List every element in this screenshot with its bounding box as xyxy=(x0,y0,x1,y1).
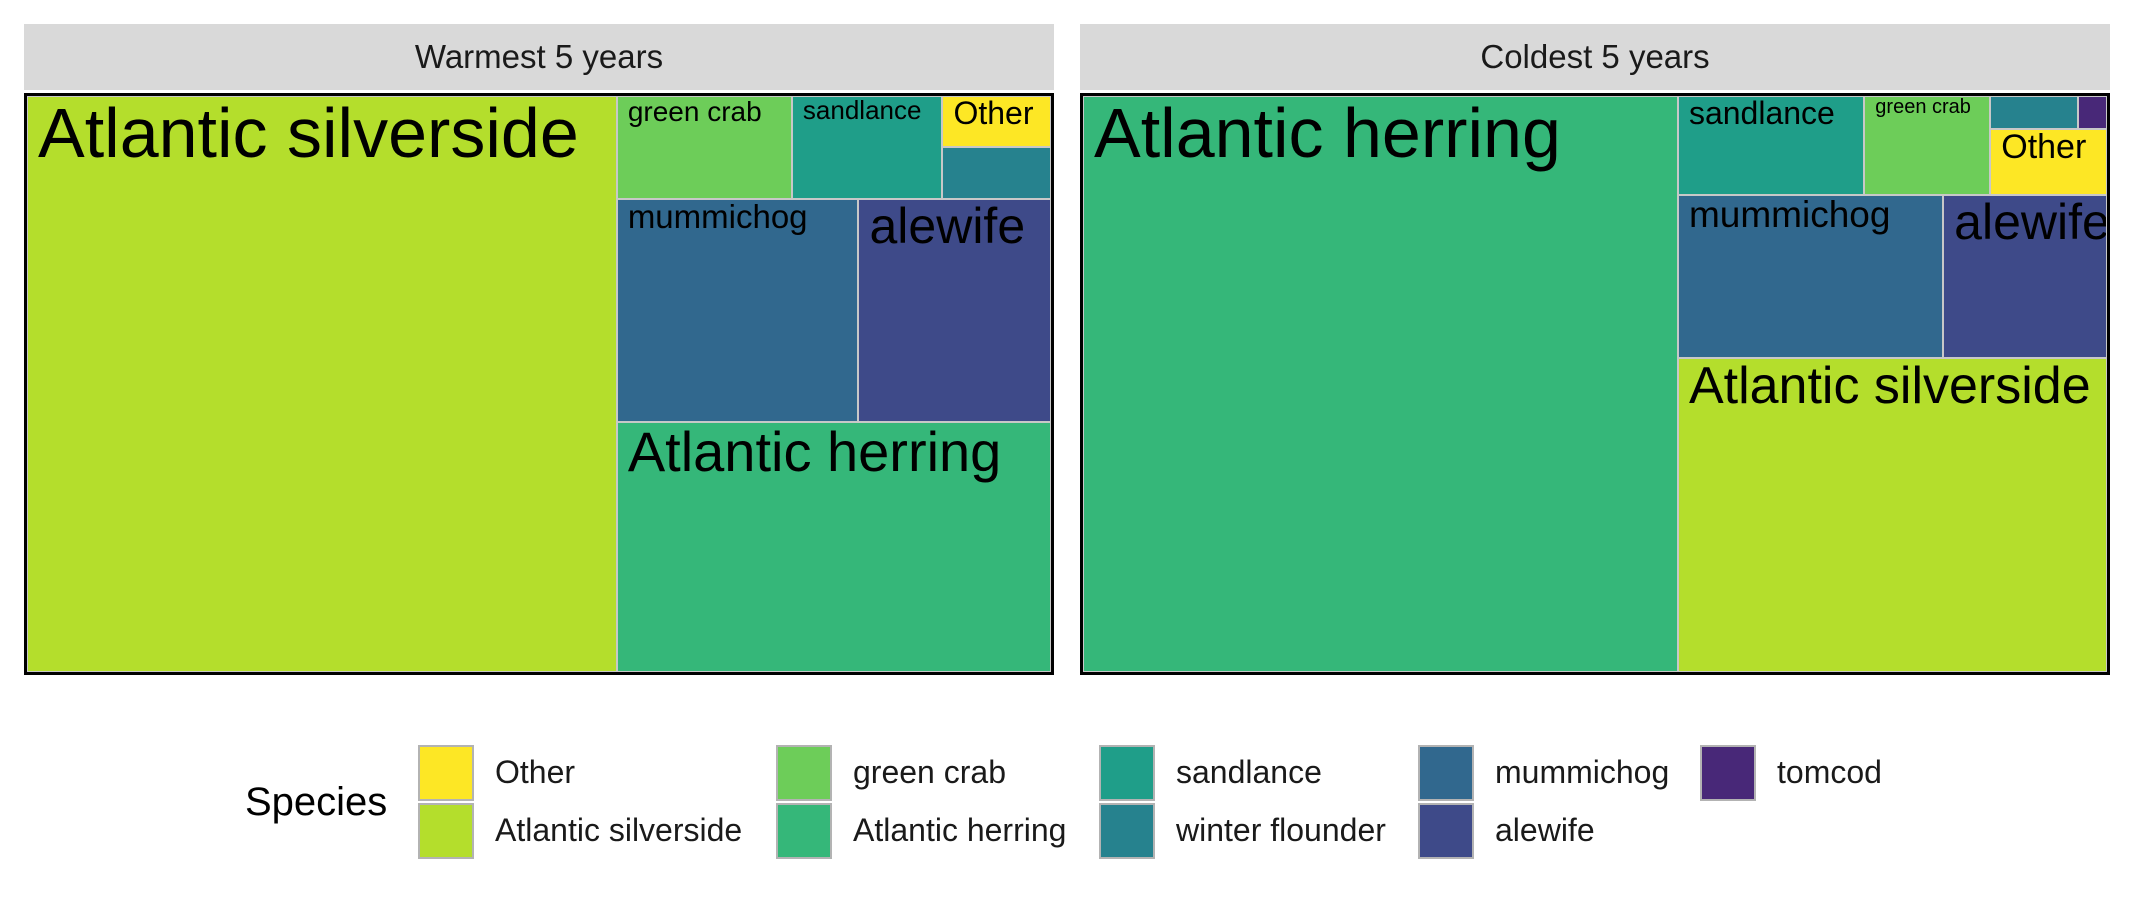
tile-atlantic-herring: Atlantic herring xyxy=(1083,96,1678,672)
tile-sandlance: sandlance xyxy=(1677,96,1865,196)
tile-alewife: alewife xyxy=(858,198,1051,422)
tile-alewife: alewife xyxy=(1943,195,2107,359)
tile-winter-flounder xyxy=(942,146,1051,199)
legend-label-atlantic-silverside: Atlantic silverside xyxy=(495,812,743,848)
legend-label-mummichog: mummichog xyxy=(1495,754,1670,790)
legend-key-green-crab xyxy=(776,745,832,801)
legend-label-alewife: alewife xyxy=(1495,812,1595,848)
tile-label-green-crab: green crab xyxy=(627,96,762,127)
tile-sandlance: sandlance xyxy=(791,96,943,199)
tile-atlantic-silverside: Atlantic silverside xyxy=(1677,358,2107,672)
tile-label-green-crab: green crab xyxy=(1875,96,1971,118)
legend-label-winter-flounder: winter flounder xyxy=(1176,812,1386,848)
legend-key-tomcod xyxy=(1700,745,1756,801)
tile-label-atlantic-silverside: Atlantic silverside xyxy=(1688,358,2091,416)
tile-atlantic-herring: Atlantic herring xyxy=(616,422,1051,672)
panel-title-coldest: Coldest 5 years xyxy=(1080,24,2110,90)
legend-key-sandlance xyxy=(1099,745,1155,801)
tile-label-other: Other xyxy=(2001,129,2087,167)
treemap-panel-coldest: Atlantic herring sandlance green crab Other… xyxy=(1080,93,2110,675)
tile-other: Other xyxy=(942,96,1051,147)
tile-label-sandlance: sandlance xyxy=(1688,96,1835,131)
legend-key-alewife xyxy=(1418,803,1474,859)
tile-label-mummichog: mummichog xyxy=(627,198,808,235)
legend-label-sandlance: sandlance xyxy=(1176,754,1322,790)
tile-label-atlantic-silverside: Atlantic silverside xyxy=(38,96,579,172)
legend-label-green-crab: green crab xyxy=(853,754,1006,790)
tile-mummichog: mummichog xyxy=(616,198,859,422)
tile-atlantic-silverside: Atlantic silverside xyxy=(27,96,617,672)
tile-label-sandlance: sandlance xyxy=(802,96,922,125)
tile-green-crab: green crab xyxy=(616,96,792,199)
legend-key-mummichog xyxy=(1418,745,1474,801)
tile-mummichog: mummichog xyxy=(1677,195,1944,359)
tile-other: Other xyxy=(1990,129,2107,196)
tile-label-mummichog: mummichog xyxy=(1688,195,1891,236)
tile-winter-flounder xyxy=(1990,96,2079,130)
tile-green-crab: green crab xyxy=(1864,96,1991,196)
tile-label-atlantic-herring: Atlantic herring xyxy=(627,422,1002,484)
legend-label-other: Other xyxy=(495,754,576,790)
treemap-panel-warmest: Atlantic silverside green crab sandlance Ot… xyxy=(24,93,1054,675)
tile-label-other: Other xyxy=(953,96,1034,131)
tile-label-atlantic-herring: Atlantic herring xyxy=(1094,96,1561,172)
panel-title-warmest: Warmest 5 years xyxy=(24,24,1054,90)
legend-key-atlantic-herring xyxy=(776,803,832,859)
tile-label-alewife: alewife xyxy=(869,198,1026,254)
legend-key-winter-flounder xyxy=(1099,803,1155,859)
legend-key-atlantic-silverside xyxy=(418,803,474,859)
legend-label-tomcod: tomcod xyxy=(1777,754,1882,790)
legend-key-other xyxy=(418,745,474,801)
legend-title: Species xyxy=(245,780,388,824)
tile-label-alewife: alewife xyxy=(1954,195,2107,251)
legend-label-atlantic-herring: Atlantic herring xyxy=(853,812,1067,848)
tile-tomcod xyxy=(2078,96,2107,130)
